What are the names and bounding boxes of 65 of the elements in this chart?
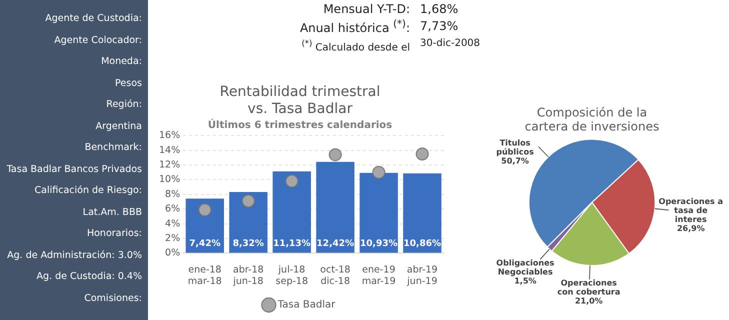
text: Tasa Badlar Bancos Privados (6, 162, 142, 176)
y-tick-label: 6% (165, 204, 180, 215)
text: Lat.Am. BBB (82, 206, 142, 220)
text: Agente Colocador: (53, 34, 142, 48)
text: Benchmark: (84, 141, 142, 155)
slice-label: Obligaciones Negociables (496, 258, 555, 276)
data-label: 26,9% (676, 224, 705, 234)
text: Agente de Custodia: (44, 12, 142, 26)
text: 30-dic-2008 (420, 38, 482, 51)
data-label: 7,42% (189, 239, 220, 250)
text: Argentina (94, 120, 142, 134)
x-tick-label: abr-18 jun-18 (232, 264, 264, 287)
x-tick-label: abr-19 jun-19 (406, 264, 438, 287)
bar (360, 172, 398, 253)
bar (272, 171, 311, 253)
y-tick-label: 16% (158, 130, 180, 142)
point (242, 194, 255, 208)
text: Comisiones: (83, 292, 142, 306)
text: Calificación de Riesgo: (34, 184, 142, 198)
data-label: 50,7% (501, 156, 529, 166)
data-label: 8,32% (232, 239, 264, 250)
text: Ag. de Custodia: 0.4% (36, 270, 142, 284)
bar (186, 198, 224, 253)
slice-label: Operaciones con cobertura (557, 278, 620, 296)
y-tick-label: 10% (158, 174, 180, 186)
y-tick-label: 14% (158, 144, 180, 156)
slice-label: Operaciones a tasa de interes (658, 197, 723, 224)
data-label: 12,42% (316, 239, 354, 250)
point (328, 148, 342, 162)
data-label: 11,13% (273, 239, 311, 250)
y-tick-label: 12% (158, 159, 180, 170)
bar (316, 162, 354, 253)
y-tick-label: 2% (165, 232, 180, 244)
text: 7,73% (420, 19, 460, 35)
y-tick-label: 0% (165, 248, 180, 259)
chart-title: Composición de la cartera de inversiones (524, 105, 660, 134)
point (416, 147, 429, 160)
x-tick-label: ene-19 mar-19 (362, 264, 396, 287)
text: Pesos (114, 76, 142, 90)
slice-label: Titulos públicos (496, 138, 534, 156)
data-label: 1,5% (514, 276, 536, 286)
y-tick-label: 8% (165, 188, 180, 200)
chart-subtitle: Últimos 6 trimestres calendarios (208, 118, 392, 132)
data-label: 10,93% (360, 239, 398, 250)
y-tick-label: 4% (165, 218, 180, 230)
x-tick-label: ene-18 mar-18 (188, 264, 222, 287)
x-tick-label: oct-18 dic-18 (320, 264, 350, 287)
text: 1,68% (420, 2, 460, 16)
data-label: 10,86% (404, 239, 442, 250)
bar (229, 192, 268, 253)
chart-title: Rentabilidad trimestral vs. Tasa Badlar (220, 84, 380, 117)
point (285, 174, 298, 188)
text: $^{(*)}$ Calculado desde el (300, 38, 410, 54)
bar (403, 173, 442, 253)
text: Ag. de Administración: 3.0% (6, 248, 142, 262)
point (372, 166, 386, 179)
text: Región: (105, 98, 142, 112)
text: Honorarios: (86, 227, 142, 241)
text: Mensual Y-T-D: (322, 2, 410, 16)
text: Anual histórica $^{(*)}$: (298, 19, 410, 35)
legend-label: Tasa Badlar (276, 300, 336, 311)
point (198, 203, 212, 216)
x-tick-label: jul-18 sep-18 (276, 264, 308, 287)
text: Moneda: (100, 55, 142, 69)
data-label: 21,0% (574, 296, 603, 306)
